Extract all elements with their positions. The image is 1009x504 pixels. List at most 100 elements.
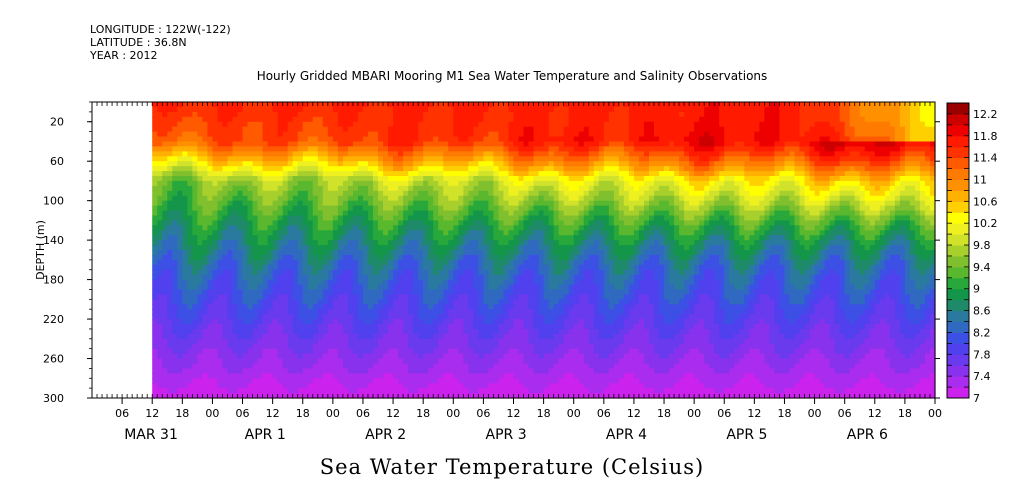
heatmap-cell [247,333,254,340]
heatmap-cell [438,264,444,271]
heatmap-cell [262,102,269,108]
heatmap-cell [443,324,449,330]
heatmap-cell [528,250,535,256]
heatmap-cell [352,373,359,379]
heatmap-cell [347,141,354,147]
heatmap-cell [162,230,168,236]
heatmap-cell [398,314,404,320]
heatmap-cell [257,245,264,251]
heatmap-cell [513,161,520,167]
heatmap-cell [157,136,163,143]
heatmap-cell [232,393,239,399]
heatmap-cell [538,250,545,256]
heatmap-cell [438,111,444,118]
heatmap-cell [302,358,309,365]
heatmap-cell [302,161,309,167]
heatmap-cell [307,180,314,187]
heatmap-cell [312,368,319,374]
heatmap-cell [538,190,545,197]
heatmap-cell [362,205,369,212]
heatmap-cell [187,141,193,147]
heatmap-cell [287,126,294,133]
heatmap-cell [553,304,560,310]
heatmap-cell [302,245,309,251]
heatmap-cell [177,358,183,365]
heatmap-cell [217,309,224,315]
heatmap-cell [553,264,560,271]
heatmap-cell [468,141,474,147]
heatmap-cell [167,235,173,241]
heatmap-cell [403,353,409,360]
heatmap-cell [312,373,319,379]
heatmap-cell [182,388,188,394]
heatmap-cell [433,146,439,152]
heatmap-cell [332,299,339,305]
heatmap-cell [373,185,379,192]
heatmap-cell [357,230,364,236]
heatmap-cell [373,373,379,379]
heatmap-cell [342,250,349,256]
heatmap-cell [352,111,359,118]
heatmap-cell [357,324,364,330]
heatmap-cell [558,378,565,384]
heatmap-cell [378,126,384,133]
heatmap-cell [403,274,409,281]
heatmap-cell [563,254,570,261]
heatmap-cell [192,289,198,295]
heatmap-cell [152,185,158,192]
heatmap-cell [413,106,419,113]
heatmap-cell [172,126,178,133]
heatmap-cell [433,378,439,384]
heatmap-cell [202,116,209,123]
heatmap-cell [553,279,560,286]
heatmap-cell [393,111,399,118]
heatmap-cell [388,373,394,379]
heatmap-cell [513,195,520,202]
heatmap-cell [327,180,334,187]
heatmap-cell [408,299,414,305]
heatmap-cell [187,240,193,246]
heatmap-cell [337,328,344,335]
heatmap-cell [177,131,183,138]
heatmap-cell [327,166,334,172]
heatmap-cell [483,111,490,118]
heatmap-cell [518,368,525,374]
heatmap-cell [282,324,289,330]
heatmap-cell [227,254,234,261]
heatmap-cell [342,284,349,291]
heatmap-cell [272,190,279,197]
heatmap-cell [383,333,389,340]
heatmap-cell [568,116,575,123]
heatmap-cell [162,185,168,192]
heatmap-cell [302,146,309,152]
heatmap-cell [473,131,479,138]
heatmap-cell [483,136,490,143]
heatmap-cell [337,185,344,192]
heatmap-cell [302,343,309,350]
heatmap-cell [282,269,289,276]
heatmap-cell [177,328,183,335]
heatmap-cell [162,151,168,157]
heatmap-cell [322,161,329,167]
heatmap-cell [503,190,510,197]
heatmap-cell [418,171,424,177]
heatmap-cell [473,240,479,246]
heatmap-cell [548,338,555,345]
heatmap-cell [543,393,550,399]
heatmap-cell [327,156,334,162]
heatmap-cell [167,136,173,143]
heatmap-cell [488,309,495,315]
heatmap-cell [227,378,234,384]
heatmap-cell [443,358,449,365]
heatmap-cell [418,190,424,197]
heatmap-cell [337,383,344,389]
heatmap-cell [458,294,464,300]
heatmap-cell [503,289,510,295]
heatmap-cell [528,319,535,325]
heatmap-cell [488,190,495,197]
heatmap-cell [182,190,188,197]
heatmap-cell [182,328,188,335]
heatmap-cell [307,190,314,197]
heatmap-cell [287,319,294,325]
heatmap-cell [182,235,188,241]
